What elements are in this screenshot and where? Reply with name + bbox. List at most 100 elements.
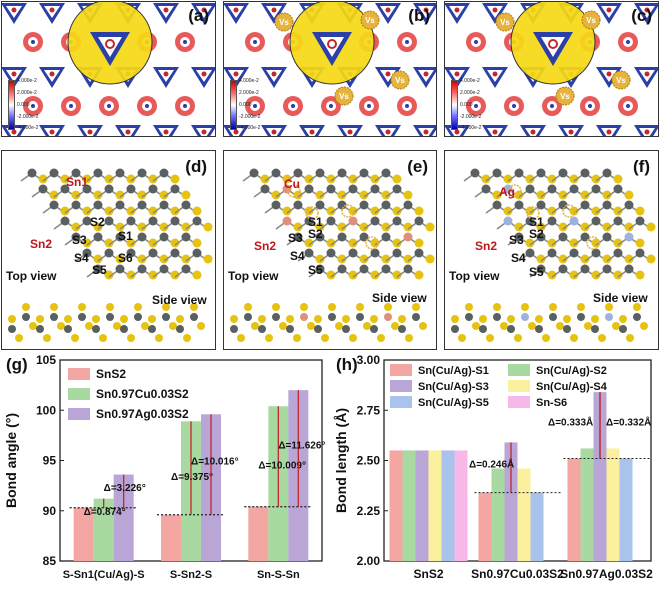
structure-e <box>230 168 435 342</box>
delta-annotation: Δ=0.874° <box>84 507 126 518</box>
s-atom <box>104 174 114 184</box>
legend-swatch <box>508 380 530 392</box>
s-atom <box>159 222 169 232</box>
sn-atom <box>569 248 579 258</box>
s-atom <box>93 222 103 232</box>
sn-atom <box>71 168 81 178</box>
sn-atom <box>580 200 590 210</box>
charge-blob <box>634 3 658 24</box>
s-atom <box>558 222 568 232</box>
s-atom <box>326 270 336 280</box>
legend-label: Sn(Cu/Ag)-S5 <box>418 397 489 409</box>
sn-atom <box>315 168 325 178</box>
charge-blob <box>413 3 436 24</box>
sn-atom <box>137 168 147 178</box>
vacancy-icon: Vs <box>360 10 380 30</box>
s-atom <box>271 190 281 200</box>
label-cu: Cu <box>284 177 300 191</box>
charge-blob <box>596 3 622 24</box>
bar <box>93 498 114 561</box>
s-atom <box>326 174 336 184</box>
charge-blob <box>397 32 417 52</box>
charge-blob <box>618 32 638 52</box>
vacancy-icon <box>341 204 355 218</box>
category-label: Sn-S-Sn <box>257 569 300 581</box>
s-atom <box>315 222 325 232</box>
panel-e: (e) Cu Sn2 S1 S2 S3 S4 S5 Top view Side … <box>223 150 437 350</box>
sn-atom <box>115 232 125 242</box>
s-atom <box>370 206 380 216</box>
s-atom <box>359 254 369 264</box>
sn-atom <box>82 184 92 194</box>
sn-atom <box>359 232 369 242</box>
s-atom <box>569 174 579 184</box>
svg-text:Vs: Vs <box>339 92 349 101</box>
s-atom <box>392 238 402 248</box>
s-atom <box>613 270 623 280</box>
label-sn2: Sn2 <box>30 237 53 251</box>
sn-atom <box>602 168 612 178</box>
y-tick-label: 3.00 <box>357 353 381 367</box>
svg-text:Vs: Vs <box>395 76 405 85</box>
delta-annotation: Δ=9.375° <box>171 472 213 483</box>
sn-atom <box>181 264 191 274</box>
bar <box>248 506 269 561</box>
sn-atom <box>49 168 59 178</box>
y-axis-label: Bond angle (°) <box>3 413 19 508</box>
sn-atom <box>514 200 524 210</box>
sn-atom <box>159 264 169 274</box>
charge-blob <box>153 67 179 88</box>
y-tick-label: 85 <box>43 554 57 568</box>
s-atom <box>381 222 391 232</box>
charge-blob <box>445 3 470 24</box>
legend-label: Sn0.97Cu0.03S2 <box>96 387 189 401</box>
charge-blob <box>413 67 436 88</box>
s-atom <box>370 174 380 184</box>
sn-atom <box>403 200 413 210</box>
s-atom <box>624 254 634 264</box>
legend-label: Sn(Cu/Ag)-S4 <box>536 381 608 393</box>
s-atom <box>414 270 424 280</box>
sn-atom <box>337 168 347 178</box>
s-atom <box>392 174 402 184</box>
s-atom <box>60 206 70 216</box>
sn-atom <box>547 184 557 194</box>
s-atom <box>304 238 314 248</box>
charge-blob <box>299 125 325 136</box>
bar <box>606 448 620 561</box>
s-atom <box>547 238 557 248</box>
sn-atom <box>492 200 502 210</box>
s-atom <box>602 254 612 264</box>
charge-blob <box>39 67 65 88</box>
s-atom <box>547 270 557 280</box>
sn-atom <box>525 184 535 194</box>
vacancy-icon: Vs <box>581 10 601 30</box>
s-atom <box>635 270 645 280</box>
s-atom <box>403 254 413 264</box>
charge-blob <box>445 67 470 88</box>
delta-annotation: Δ=10.009° <box>258 460 306 471</box>
panel-label: (g) <box>6 355 28 374</box>
sn-atom <box>359 264 369 274</box>
sn-atom <box>93 232 103 242</box>
panel-label-d: (d) <box>185 157 207 176</box>
charge-density-map-c: Vs Vs Vs Vs <box>445 2 658 136</box>
s-atom <box>282 174 292 184</box>
sn-atom <box>137 264 147 274</box>
y-tick-label: 100 <box>36 403 56 417</box>
sn-atom <box>392 248 402 258</box>
s-atom <box>82 174 92 184</box>
sn-atom <box>392 184 402 194</box>
s-atom <box>337 190 347 200</box>
s-atom <box>569 270 579 280</box>
sn-atom <box>38 184 48 194</box>
sn-atom <box>304 248 314 258</box>
s-atom <box>536 254 546 264</box>
sn-atom <box>536 200 546 210</box>
colorbar-b: 4.000e-2 2.000e-2 0.000 -2.000e-2 -4.000… <box>230 78 270 134</box>
s-atom <box>170 238 180 248</box>
charge-blob <box>137 96 157 116</box>
s-atom <box>159 190 169 200</box>
charge-blob <box>283 96 303 116</box>
delta-annotation: Δ=10.016° <box>191 457 239 468</box>
